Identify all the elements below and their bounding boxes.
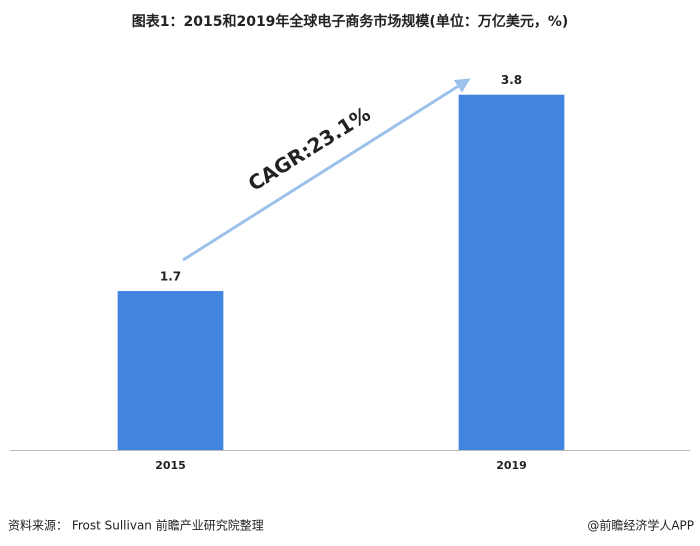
x-tick-label: 2015 (155, 459, 186, 472)
source: 资料来源： Frost Sullivan 前瞻产业研究院整理 (8, 518, 264, 533)
bar (117, 291, 224, 450)
x-tick-label: 2019 (496, 459, 527, 472)
credit: @前瞻经济学人APP (587, 518, 694, 533)
value-label: 3.8 (501, 73, 522, 87)
chart-title: 图表1：2015和2019年全球电子商务市场规模(单位：万亿美元，%) (132, 13, 569, 30)
value-label: 1.7 (160, 270, 181, 284)
trend-arrow (182, 78, 471, 262)
bar (458, 94, 565, 450)
